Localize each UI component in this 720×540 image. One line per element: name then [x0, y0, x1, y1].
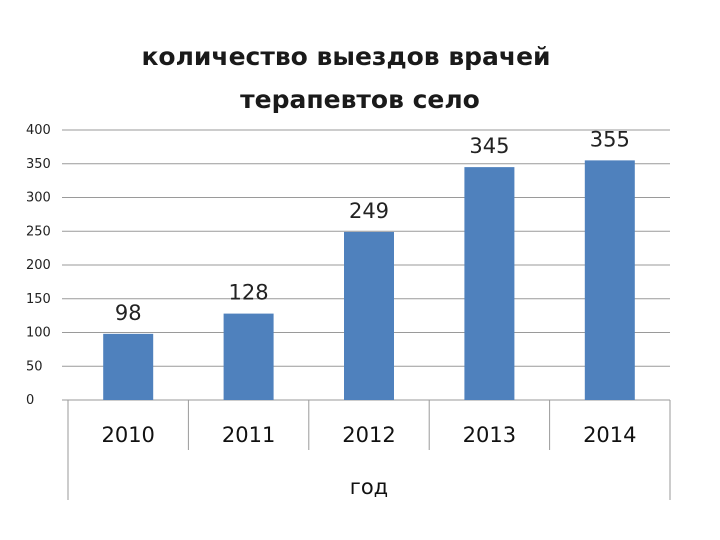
x-axis-label: год [350, 475, 388, 499]
x-tick-label: 2013 [463, 423, 516, 447]
y-tick-label: 0 [26, 393, 34, 408]
chart-title-line1: количество выездов врачей [141, 42, 551, 71]
x-tick-label: 2014 [583, 423, 636, 447]
data-label: 355 [590, 127, 630, 151]
data-label: 98 [115, 301, 142, 325]
bar-2013 [464, 167, 515, 400]
x-axis: 2010 2011 2012 2013 2014 [67, 400, 671, 500]
bars [103, 160, 635, 400]
y-tick-label: 150 [26, 292, 51, 307]
bar-2011 [223, 313, 274, 400]
data-label: 249 [349, 199, 389, 223]
bar-2014 [584, 160, 635, 400]
bar-2010 [103, 333, 154, 400]
y-tick-label: 350 [26, 157, 51, 172]
y-axis-ticks: 0 50 100 150 200 250 300 350 400 [26, 123, 51, 408]
bar-2012 [344, 231, 394, 400]
y-tick-label: 400 [26, 123, 51, 138]
x-tick-label: 2010 [101, 423, 154, 447]
y-tick-label: 50 [26, 359, 43, 374]
data-label: 345 [469, 134, 509, 158]
chart-title-line2: терапевтов село [240, 85, 480, 114]
y-tick-label: 250 [26, 224, 51, 239]
x-tick-label: 2012 [342, 423, 395, 447]
y-tick-label: 100 [26, 326, 51, 341]
data-label: 128 [229, 281, 269, 305]
y-tick-label: 300 [26, 191, 51, 206]
x-tick-label: 2011 [222, 423, 275, 447]
y-tick-label: 200 [26, 258, 51, 273]
data-labels: 98 128 249 345 355 [115, 127, 630, 324]
